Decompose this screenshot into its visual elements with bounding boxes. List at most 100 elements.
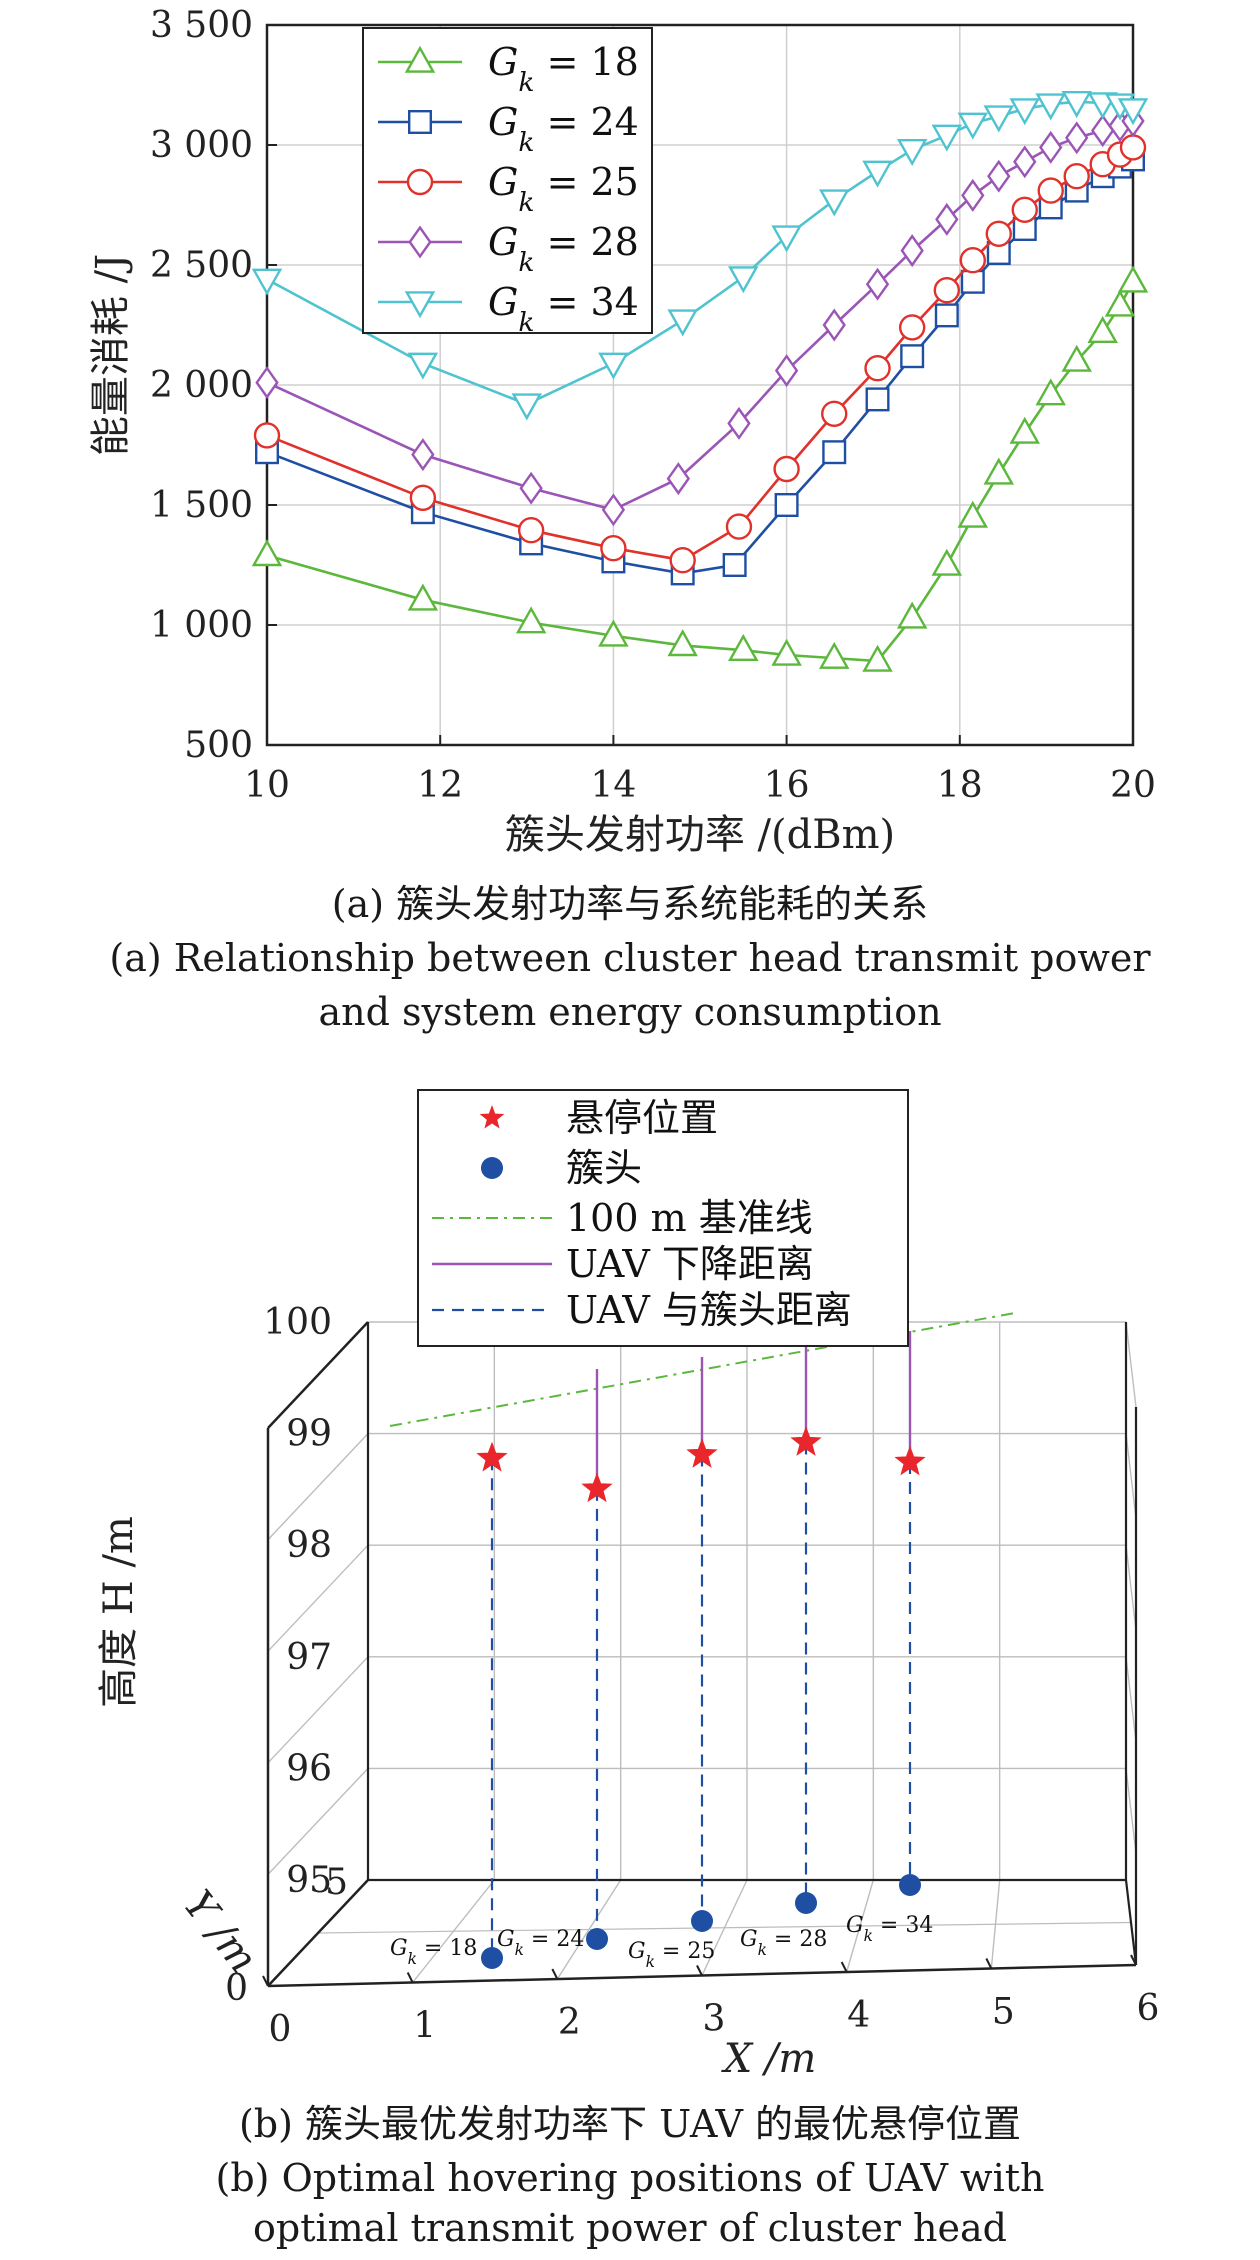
marker-diamond xyxy=(1013,145,1037,179)
z-axis-label-3d: 高度 H /m xyxy=(96,1516,142,1708)
marker-triangle-up xyxy=(1117,265,1149,293)
x-tick-label-3d: 5 xyxy=(992,1992,1015,2033)
marker-circle xyxy=(600,535,627,562)
marker-triangle-down xyxy=(818,189,850,217)
x-tick-label-3d: 6 xyxy=(1137,1988,1160,2029)
legend-dot xyxy=(481,1157,503,1179)
box-edge xyxy=(267,1321,369,1429)
marker-triangle-down xyxy=(771,225,802,253)
legend-label: Gk = 18 xyxy=(488,40,639,98)
cluster-head-dot xyxy=(481,1947,503,1969)
x-axis-label: 簇头发射功率 /(dBm) xyxy=(505,812,895,858)
caption-b-english-line2: optimal transmit power of cluster head xyxy=(253,2206,1007,2250)
marker-circle xyxy=(1011,196,1038,224)
marker-diamond xyxy=(822,308,846,342)
marker-circle xyxy=(406,168,434,196)
marker-diamond xyxy=(666,462,691,496)
x-tick-label: 14 xyxy=(590,765,636,806)
marker-diamond xyxy=(774,354,799,388)
cluster-head-dot xyxy=(795,1892,817,1914)
marker-triangle-down xyxy=(983,105,1015,133)
marker-square xyxy=(934,303,959,328)
y-tick-label-3d: 5 xyxy=(325,1862,348,1903)
marker-diamond xyxy=(1039,130,1063,164)
hover-star xyxy=(790,1426,822,1456)
legend-star xyxy=(479,1105,505,1129)
x-axis-label-3d: X /m xyxy=(721,2036,817,2082)
legend-label: Gk = 25 xyxy=(488,160,639,218)
cluster-label: Gk = 25 xyxy=(628,1939,715,1971)
marker-triangle-down xyxy=(862,160,893,188)
marker-triangle-down xyxy=(1061,90,1092,119)
legend-label-3d: 簇头 xyxy=(566,1146,642,1190)
z-tick-label-3d: 98 xyxy=(286,1525,332,1566)
y-tick-label-3d: 0 xyxy=(225,1968,248,2009)
legend-box-3d xyxy=(417,1089,909,1347)
marker-square xyxy=(900,344,925,369)
marker-diamond xyxy=(935,202,959,236)
grid-side-horizontal xyxy=(1125,1433,1137,1519)
marker-circle xyxy=(933,277,961,304)
marker-circle xyxy=(253,422,281,449)
marker-triangle-down xyxy=(728,266,759,294)
hover-star xyxy=(476,1441,508,1472)
legend-label-3d: UAV 下降距离 xyxy=(566,1242,814,1286)
legend-label: Gk = 28 xyxy=(488,220,639,278)
y-axis-label: 能量消耗 /J xyxy=(88,254,134,456)
y-axis-label-3d: Y /m xyxy=(174,1882,266,1982)
x-tick-mark-3d xyxy=(985,1958,993,1969)
marker-circle xyxy=(1037,177,1064,204)
grid-left-horizontal xyxy=(267,1433,369,1541)
legend-label-3d: UAV 与簇头距离 xyxy=(566,1288,852,1332)
caption-a-english-line2: and system energy consumption xyxy=(318,990,942,1034)
marker-triangle-up xyxy=(728,633,759,661)
hover-star xyxy=(894,1445,926,1476)
marker-triangle-down xyxy=(957,112,989,140)
x-tick-mark-3d xyxy=(696,1965,703,1976)
box-edge xyxy=(1124,1879,1138,1966)
marker-triangle-down xyxy=(1117,98,1149,126)
marker-circle xyxy=(409,484,437,511)
cluster-head-dot xyxy=(691,1910,713,1932)
marker-diamond xyxy=(865,267,890,301)
z-tick-label-3d: 99 xyxy=(286,1414,332,1455)
marker-triangle-up xyxy=(818,641,850,669)
marker-triangle-up xyxy=(983,457,1015,485)
x-tick-label: 16 xyxy=(764,765,810,806)
x-tick-label: 20 xyxy=(1110,765,1156,806)
marker-triangle-down xyxy=(931,124,963,152)
3d-axes-box xyxy=(266,1321,1138,1988)
caption-a-chinese: (a) 簇头发射功率与系统能耗的关系 xyxy=(331,882,929,926)
marker-triangle-up xyxy=(771,638,802,666)
marker-triangle-up xyxy=(598,619,629,647)
marker-triangle-down xyxy=(407,352,439,380)
marker-triangle-down xyxy=(251,268,283,296)
marker-square xyxy=(774,493,799,518)
marker-circle xyxy=(864,355,891,382)
x-tick-mark-3d xyxy=(406,1972,414,1983)
3d-data-layer: Gk = 18 Gk = 24 Gk = 25 Gk = 28 Gk = 34 xyxy=(389,1312,1016,1971)
grid-left-horizontal xyxy=(267,1656,369,1764)
x-tick-label: 10 xyxy=(244,765,290,806)
y-tick-label: 2 500 xyxy=(150,245,253,286)
y-tick-label: 2 000 xyxy=(150,365,253,406)
marker-square xyxy=(822,440,847,465)
energy-consumption-line-chart: 10 12 14 16 18 20 500 1 000 1 500 2 000 2 500 3 000… xyxy=(88,5,1156,858)
marker-circle xyxy=(821,400,848,427)
grid-side-horizontal xyxy=(1125,1545,1137,1631)
cluster-label: Gk = 24 xyxy=(497,1927,584,1959)
marker-diamond xyxy=(408,225,432,259)
x-tick-label-3d: 0 xyxy=(269,2009,292,2050)
marker-circle xyxy=(725,513,753,540)
marker-triangle-up xyxy=(1061,344,1092,372)
z-tick-label-3d: 96 xyxy=(286,1748,332,1789)
marker-circle xyxy=(669,547,696,574)
axis-ticks: 10 12 14 16 18 20 500 1 000 1 500 2 000 2 500 3 000… xyxy=(150,5,1156,806)
marker-diamond xyxy=(519,471,543,505)
marker-circle xyxy=(898,314,926,341)
marker-triangle-up xyxy=(1009,416,1041,444)
legend-label-3d: 100 m 基准线 xyxy=(566,1196,813,1240)
